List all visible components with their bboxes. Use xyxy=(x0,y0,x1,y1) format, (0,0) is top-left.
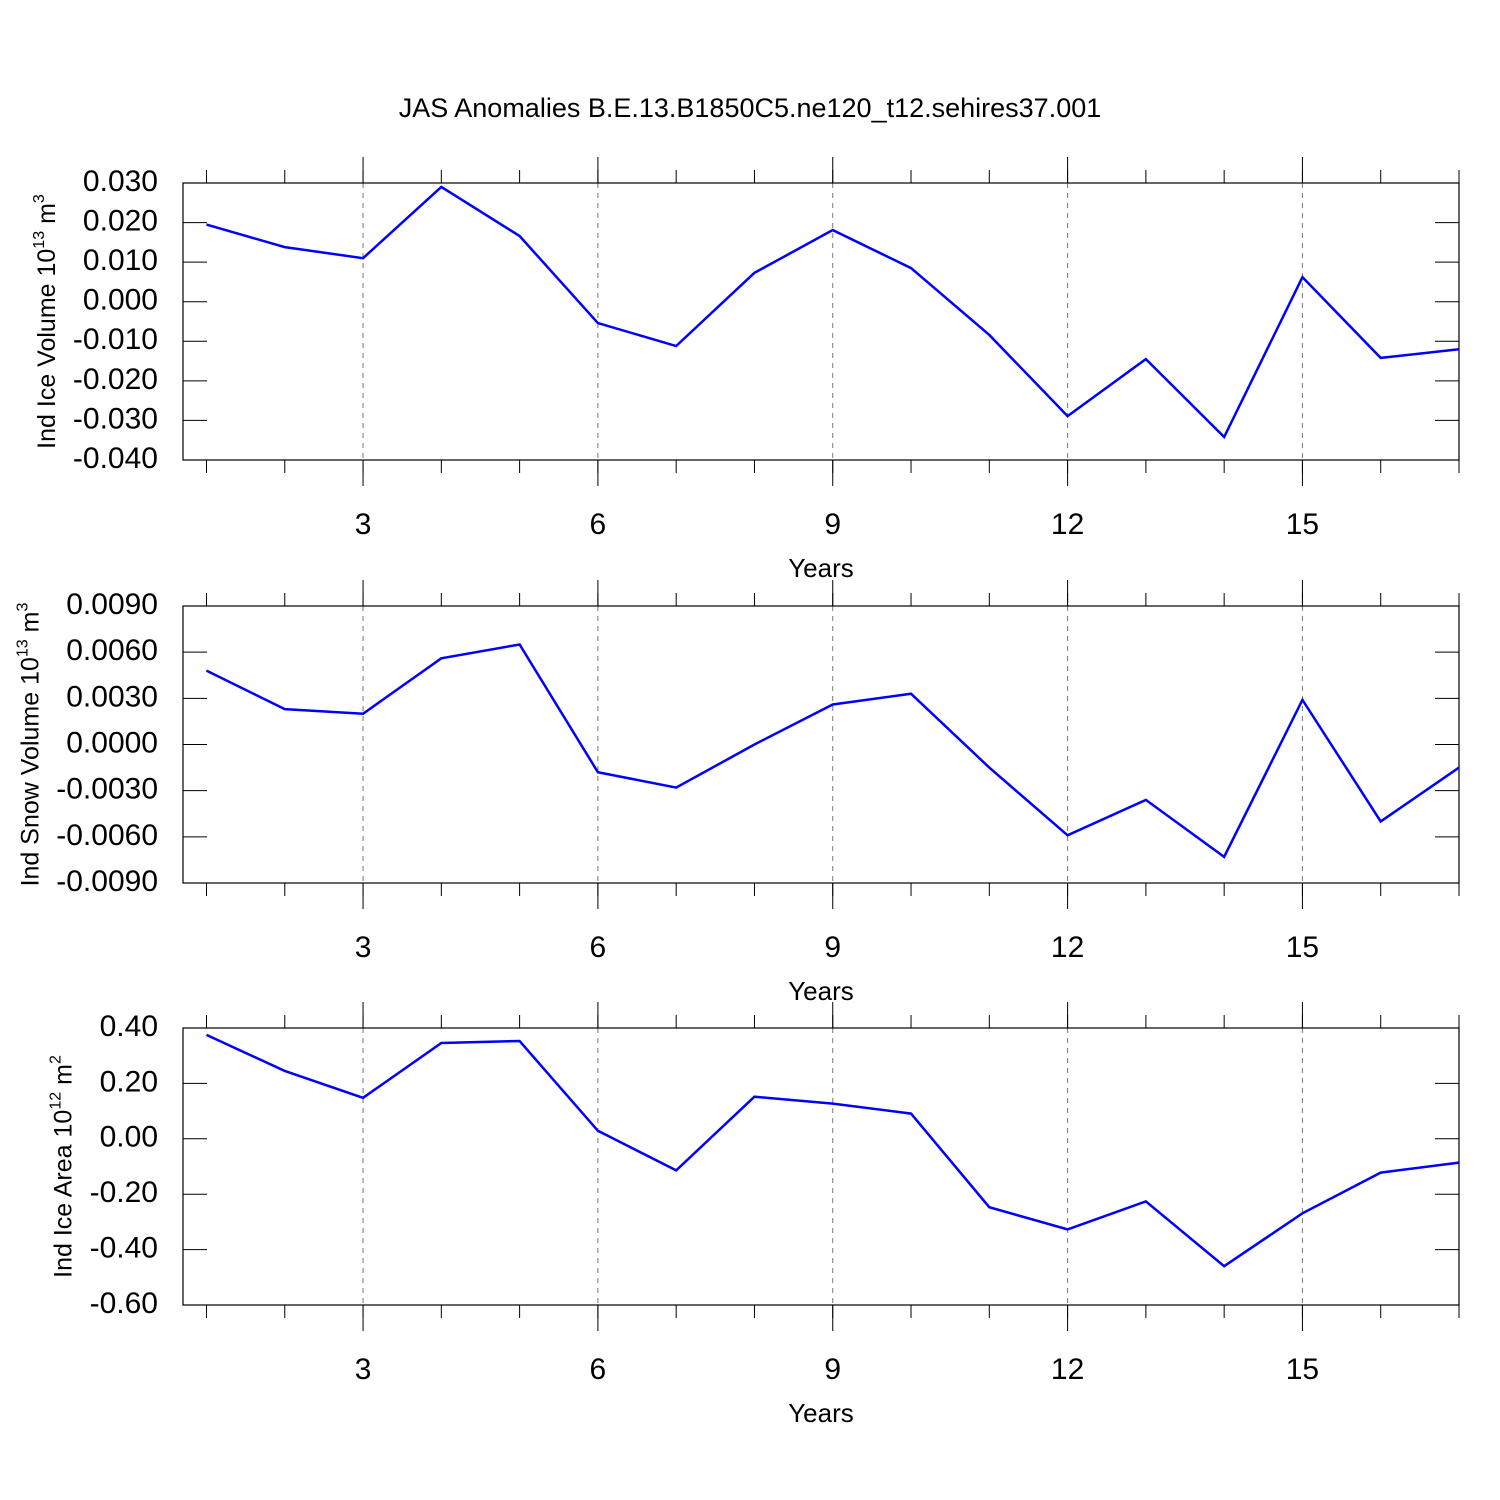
data-line xyxy=(205,643,1460,859)
x-axis-label: Years xyxy=(788,976,854,1006)
y-tick-label: 0.40 xyxy=(100,1010,158,1043)
y-axis-label-exponent: 13 xyxy=(14,639,31,657)
plot-frame xyxy=(182,605,1460,884)
x-tick-label: 3 xyxy=(355,1353,372,1386)
y-tick-label: 0.0060 xyxy=(66,634,158,667)
x-tick-label: 15 xyxy=(1286,931,1319,964)
x-tick-label: 15 xyxy=(1286,508,1319,541)
y-tick-label: -0.020 xyxy=(73,363,158,396)
x-tick-label: 12 xyxy=(1051,1353,1084,1386)
y-tick-label: 0.0030 xyxy=(66,680,158,713)
plot-frame xyxy=(182,182,1460,461)
y-tick-label: -0.040 xyxy=(73,442,158,475)
x-tick-label: 9 xyxy=(824,508,841,541)
y-axis-label-unit: m xyxy=(16,611,44,632)
y-tick-label: 0.0090 xyxy=(66,588,158,621)
y-tick-label: 0.000 xyxy=(83,284,158,317)
y-axis-label-text: Ind Ice Area 10 xyxy=(50,1110,78,1278)
y-tick-label: -0.0090 xyxy=(56,865,158,898)
y-tick-label: 0.010 xyxy=(83,244,158,277)
y-axis-label-text: Ind Ice Volume 10 xyxy=(33,249,61,449)
x-tick-label: 15 xyxy=(1286,1353,1319,1386)
y-axis-label-unit-exponent: 3 xyxy=(14,602,31,611)
y-tick-label: -0.40 xyxy=(90,1232,158,1265)
y-axis-label-unit: m xyxy=(33,203,61,224)
y-tick-label: 0.20 xyxy=(100,1065,158,1098)
x-axis-label: Years xyxy=(788,1398,854,1428)
y-axis-label-exponent: 12 xyxy=(48,1092,65,1110)
x-axis-label: Years xyxy=(788,553,854,583)
chart-title: JAS Anomalies B.E.13.B1850C5.ne120_t12.s… xyxy=(399,93,1102,123)
y-axis-label: Ind Snow Volume 1013 m3 xyxy=(14,602,44,886)
y-axis-label-exponent: 13 xyxy=(31,231,48,249)
x-tick-label: 6 xyxy=(590,931,607,964)
y-tick-label: 0.020 xyxy=(83,204,158,237)
y-axis-label-unit-exponent: 2 xyxy=(48,1055,65,1064)
y-tick-label: 0.0000 xyxy=(66,726,158,759)
y-tick-label: -0.60 xyxy=(90,1287,158,1320)
plot-frame xyxy=(182,1027,1460,1306)
y-tick-label: 0.00 xyxy=(100,1121,158,1154)
x-tick-label: 9 xyxy=(824,1353,841,1386)
x-tick-label: 9 xyxy=(824,931,841,964)
data-line xyxy=(205,1033,1460,1268)
x-tick-label: 3 xyxy=(355,508,372,541)
x-tick-label: 6 xyxy=(590,1353,607,1386)
x-tick-label: 6 xyxy=(590,508,607,541)
x-tick-label: 3 xyxy=(355,931,372,964)
y-tick-label: -0.20 xyxy=(90,1176,158,1209)
y-axis-label: Ind Ice Area 1012 m2 xyxy=(48,1055,78,1278)
y-tick-label: -0.010 xyxy=(73,323,158,356)
y-axis-label: Ind Ice Volume 1013 m3 xyxy=(31,194,61,449)
y-tick-label: -0.030 xyxy=(73,402,158,435)
data-line xyxy=(206,185,1460,440)
y-tick-label: -0.0060 xyxy=(56,819,158,852)
x-tick-label: 12 xyxy=(1051,508,1084,541)
y-axis-label-unit: m xyxy=(50,1064,78,1085)
x-tick-label: 12 xyxy=(1051,931,1084,964)
y-axis-label-text: Ind Snow Volume 10 xyxy=(16,657,44,886)
y-axis-label-unit-exponent: 3 xyxy=(31,194,48,203)
y-tick-label: -0.0030 xyxy=(56,773,158,806)
y-tick-label: 0.030 xyxy=(83,165,158,198)
